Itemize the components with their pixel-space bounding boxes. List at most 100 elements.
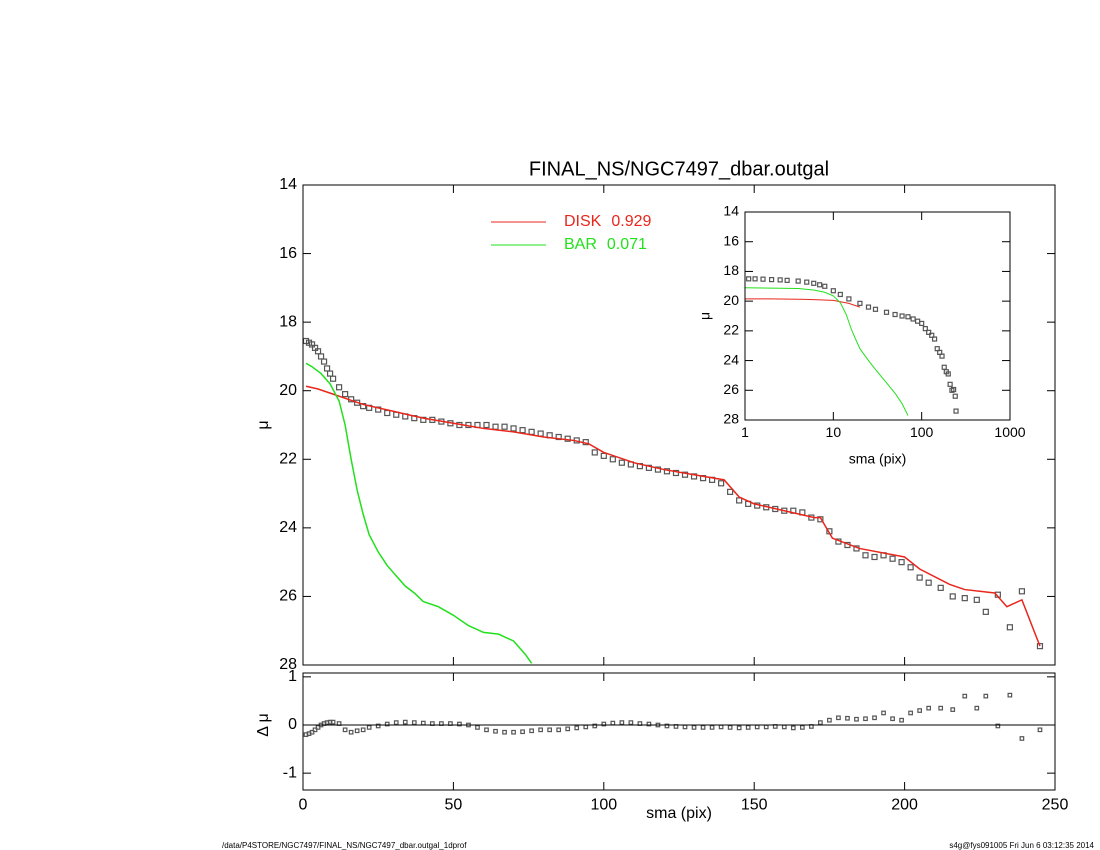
- data-point: [962, 693, 968, 699]
- footer-left: /data/P4STORE/NGC7497/FINAL_NS/NGC7497_d…: [222, 841, 467, 850]
- data-point: [492, 423, 499, 430]
- plot-area: [745, 212, 1010, 420]
- data-point: [727, 488, 734, 495]
- data-point: [592, 723, 598, 729]
- data-point: [995, 723, 1001, 729]
- data-point: [754, 724, 760, 730]
- legend-label: DISK: [564, 213, 602, 230]
- data-point: [795, 278, 801, 284]
- data-point: [420, 720, 426, 726]
- data-point: [537, 430, 544, 437]
- data-point: [591, 449, 598, 456]
- data-point: [457, 721, 462, 727]
- data-point: [818, 720, 823, 725]
- data-point: [555, 433, 562, 441]
- data-point: [973, 596, 980, 603]
- data-point: [326, 370, 334, 377]
- data-point: [384, 409, 391, 417]
- data-point: [402, 719, 408, 725]
- data-point: [746, 276, 752, 282]
- data-point: [830, 288, 836, 294]
- data-point: [953, 408, 959, 414]
- data-point: [905, 314, 911, 320]
- data-point: [520, 729, 525, 735]
- data-point: [700, 725, 706, 730]
- data-point: [411, 720, 417, 725]
- x-axis-label: sma (pix): [646, 805, 712, 822]
- data-point: [483, 421, 490, 429]
- data-point: [538, 727, 543, 733]
- series-line: [745, 287, 909, 416]
- data-point: [951, 386, 957, 393]
- y-tick-label: 20: [279, 382, 297, 399]
- data-point: [681, 471, 689, 478]
- data-point: [682, 724, 688, 730]
- data-point: [342, 391, 349, 398]
- y-axis-label: Δ μ: [255, 713, 272, 736]
- y-tick-label: 18: [279, 313, 297, 330]
- data-point: [846, 296, 852, 302]
- data-point: [663, 468, 671, 475]
- data-point: [945, 371, 951, 377]
- data-point: [654, 466, 662, 473]
- data-point: [609, 456, 616, 463]
- x-tick-label: 100: [910, 424, 934, 440]
- series-line: [745, 298, 861, 308]
- data-point: [384, 721, 390, 727]
- data-point: [618, 459, 625, 466]
- y-tick-label: 16: [723, 232, 739, 248]
- data-point: [916, 574, 923, 581]
- data-point: [883, 309, 890, 315]
- data-point: [329, 375, 337, 382]
- y-tick-label: 28: [723, 411, 739, 427]
- y-tick-label: 16: [279, 245, 297, 262]
- data-point: [315, 725, 321, 730]
- data-point: [1018, 588, 1026, 595]
- axes-frame: [302, 184, 1056, 666]
- data-point: [529, 728, 534, 734]
- data-point: [790, 725, 796, 731]
- y-tick-label: 22: [279, 451, 297, 468]
- legend-fraction: 0.929: [611, 213, 651, 230]
- data-point: [929, 332, 935, 338]
- data-point: [511, 729, 516, 735]
- x-tick-label: 1000: [994, 424, 1025, 440]
- data-point: [664, 723, 670, 729]
- y-tick-label: 26: [723, 381, 739, 397]
- data-point: [736, 497, 743, 504]
- y-tick-label: -1: [283, 764, 297, 781]
- data-point: [865, 304, 872, 310]
- data-point: [493, 728, 498, 734]
- data-point: [931, 336, 938, 342]
- y-tick-label: 26: [279, 588, 297, 605]
- data-point: [961, 595, 968, 602]
- data-point: [908, 710, 913, 716]
- x-tick-label: 250: [1042, 796, 1069, 813]
- chart-title: FINAL_NS/NGC7497_dbar.outgal: [529, 158, 829, 180]
- data-point: [827, 717, 832, 723]
- series-line: [305, 385, 1041, 647]
- data-point: [872, 715, 877, 721]
- y-tick-label: 28: [279, 656, 297, 673]
- y-tick-label: 20: [723, 292, 739, 308]
- data-point: [323, 365, 331, 372]
- y-tick-label: 14: [723, 203, 739, 219]
- y-tick-label: 14: [279, 176, 297, 193]
- legend-fraction: 0.071: [607, 236, 647, 253]
- data-point: [645, 464, 653, 471]
- data-point: [922, 326, 928, 332]
- data-point: [547, 727, 553, 733]
- y-tick-label: 18: [723, 262, 739, 278]
- data-point: [974, 705, 980, 711]
- data-point: [950, 707, 956, 712]
- data-point: [354, 728, 360, 734]
- data-point: [983, 693, 989, 699]
- data-point: [1007, 692, 1013, 698]
- data-point: [601, 721, 607, 727]
- data-point: [926, 329, 932, 335]
- data-point: [312, 727, 318, 733]
- data-point: [938, 705, 944, 711]
- x-tick-label: 1: [741, 424, 749, 440]
- footer-right: s4g@fys091005 Fri Jun 6 03:12:35 2014: [949, 841, 1094, 850]
